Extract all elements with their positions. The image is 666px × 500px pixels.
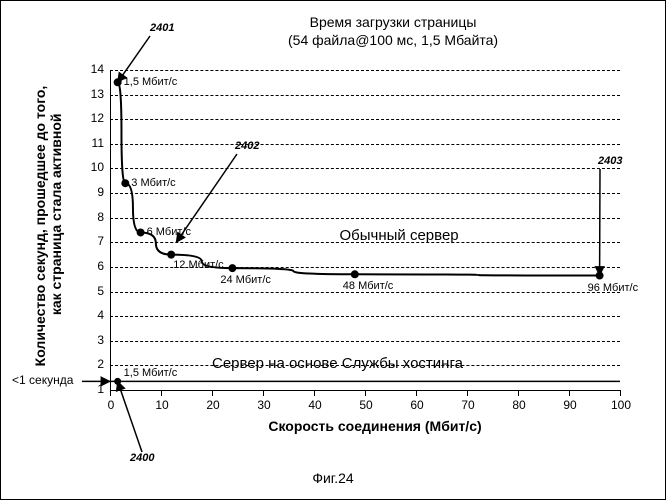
image-border xyxy=(0,0,666,500)
